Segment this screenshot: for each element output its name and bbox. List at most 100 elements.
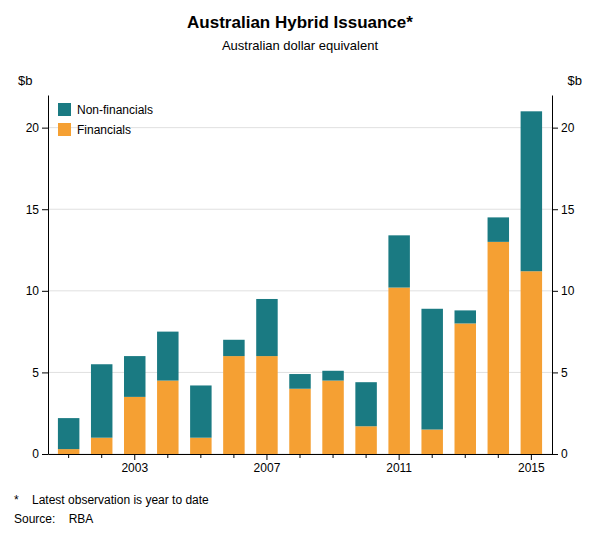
y-axis-tick-mark [42,209,48,210]
bar [256,299,277,356]
bar [388,235,409,287]
bar [421,309,442,430]
y-axis-tick-label: 15 [26,203,40,217]
y-axis-label: $b [18,73,32,88]
x-tick [300,454,301,458]
x-tick [333,454,334,458]
bar [488,242,509,454]
y2-axis-tick-label: 20 [561,121,575,135]
legend: Non-financials Financials [58,103,153,137]
y-axis-tick-label: 5 [32,366,39,380]
y2-axis-tick-label: 15 [561,203,575,217]
x-tick [101,454,102,458]
bar [190,385,211,437]
bar [58,449,79,454]
y2-axis-line [552,96,553,455]
x-tick-mark [101,454,102,458]
y2-axis: 0 5 10 15 20 [552,96,575,462]
y2-axis-tick: 5 [552,366,568,380]
y-axis-tick-label: 0 [32,447,39,461]
x-tick-mark [531,454,532,460]
x-tick-mark [134,454,135,460]
legend-swatch [58,103,71,116]
y-axis-tick: 10 [26,284,48,298]
x-tick: 2007 [254,454,281,475]
x-tick-mark [465,454,466,458]
y2-axis-label: $b [568,73,582,88]
y2-axis-tick-label: 0 [561,447,568,461]
bar [322,381,343,454]
y-axis-line [48,96,49,455]
y2-axis-tick-label: 10 [561,284,575,298]
bar [157,332,178,381]
bar [256,356,277,454]
y2-axis-tick-mark [552,291,558,292]
bar [355,426,376,454]
bar-series [58,111,542,449]
bars [58,111,542,454]
x-tick-label: 2007 [254,461,281,475]
bar [421,430,442,454]
y-axis-tick-mark [42,372,48,373]
x-tick [167,454,168,458]
y-axis-tick: 0 [32,447,48,461]
grid-line [48,290,552,291]
bar [124,397,145,454]
bar [223,340,244,356]
x-tick-mark [366,454,367,458]
x-axis: 2003 2007 2011 2015 [49,454,553,475]
bar [157,381,178,454]
y-axis: 0 5 10 15 20 [26,96,49,462]
bar [521,111,542,271]
grid-line [48,372,552,373]
y2-axis-tick: 0 [552,447,568,461]
bar [91,438,112,454]
bar [388,288,409,454]
x-tick [498,454,499,458]
y-axis-tick-label: 20 [26,121,40,135]
bar [322,371,343,381]
y2-axis-tick-mark [552,372,558,373]
x-tick-mark [233,454,234,458]
y2-axis-tick: 20 [552,121,575,135]
bar-series [58,242,542,454]
x-tick [366,454,367,458]
legend-item: Financials [58,123,131,137]
x-tick: 2011 [386,454,412,475]
legend-item: Non-financials [58,103,153,117]
x-tick-label: 2015 [518,461,545,475]
chart: Australian Hybrid Issuance* Australian do… [0,0,600,544]
legend-label: Non-financials [77,103,153,117]
x-tick-mark [200,454,201,458]
x-tick [233,454,234,458]
footnote: Source: RBA [14,512,93,526]
y-axis-tick: 5 [32,366,48,380]
bar [190,438,211,454]
footnote: * Latest observation is year to date [14,493,209,507]
y2-axis-tick-mark [552,128,558,129]
plot-area: 2003 2007 2011 2015 0 5 10 15 20 0 5 10 15 20 Non-fina… [26,96,575,475]
x-tick: 2003 [121,454,148,475]
x-tick-mark [266,454,267,460]
x-tick-mark [333,454,334,458]
y-axis-tick: 20 [26,121,48,135]
bar [124,356,145,397]
x-tick-mark [68,454,69,458]
y2-axis-tick-mark [552,454,558,455]
x-tick-mark [498,454,499,458]
x-tick-mark [432,454,433,458]
bar [455,323,476,454]
title: Australian Hybrid Issuance* [187,13,413,32]
y-axis-tick: 15 [26,203,48,217]
y-axis-tick-mark [42,128,48,129]
x-tick-label: 2011 [386,461,412,475]
y-axis-tick-label: 10 [26,284,40,298]
x-tick [432,454,433,458]
x-tick-mark [300,454,301,458]
grid [48,128,552,454]
subtitle: Australian dollar equivalent [222,38,378,53]
bar [58,418,79,449]
x-tick-label: 2003 [121,461,148,475]
bar [455,310,476,323]
legend-swatch [58,123,71,136]
